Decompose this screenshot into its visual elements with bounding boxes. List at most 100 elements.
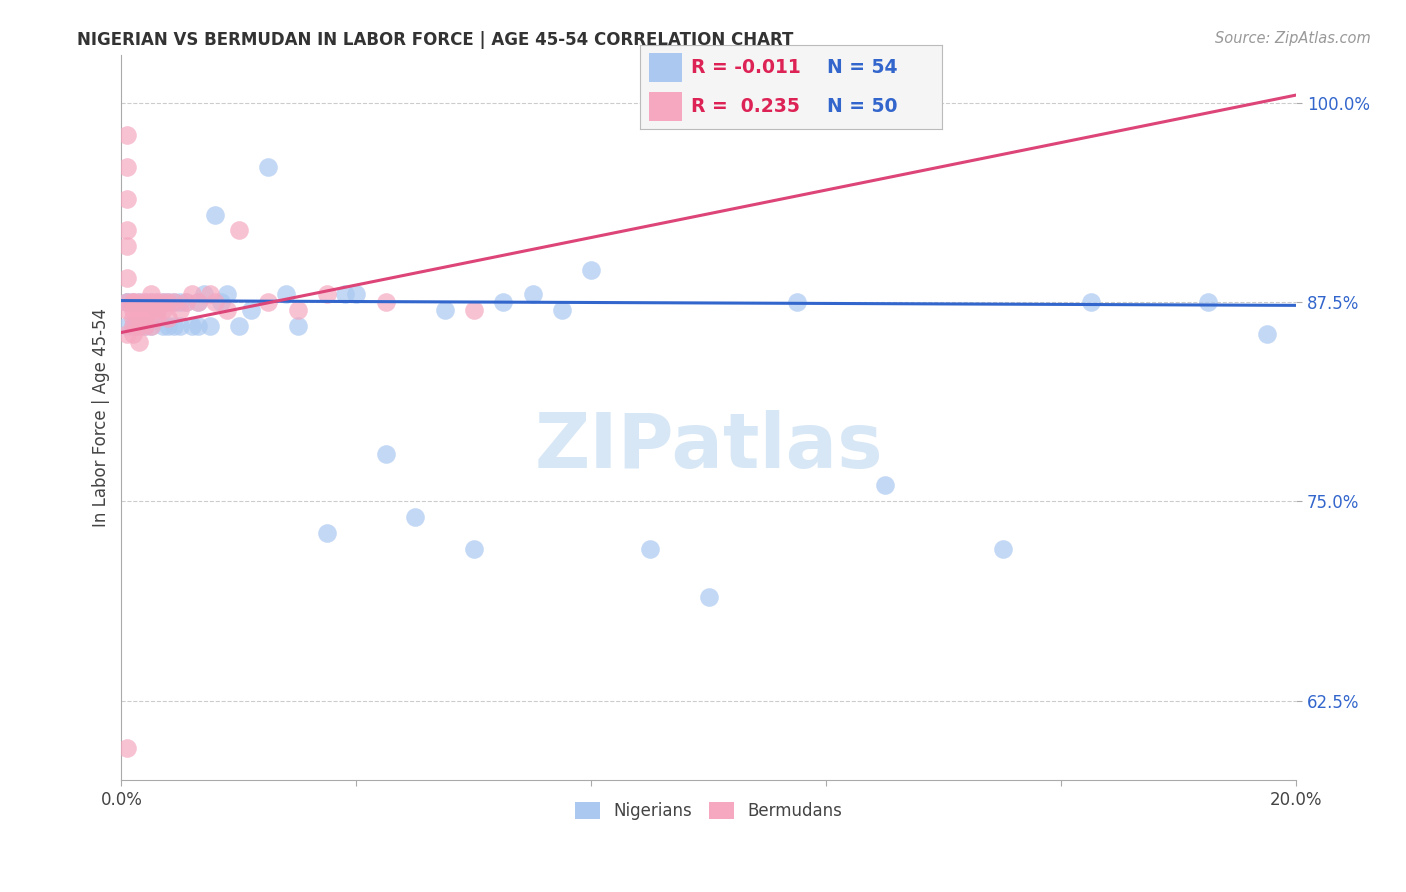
Point: [145, 303, 167, 318]
Point: [117, 295, 139, 310]
Point: [117, 271, 139, 285]
Point: [128, 303, 150, 318]
Point: [152, 295, 174, 310]
Point: [139, 295, 162, 310]
Point: [492, 295, 515, 310]
Point: [117, 326, 139, 341]
Point: [139, 319, 162, 334]
Point: [581, 263, 603, 277]
Point: [117, 223, 139, 237]
Point: [152, 303, 174, 318]
Point: [157, 295, 180, 310]
Point: [122, 326, 145, 341]
Point: [157, 311, 180, 326]
Point: [134, 319, 156, 334]
Point: [163, 295, 186, 310]
Point: [433, 303, 456, 318]
Point: [187, 295, 209, 310]
Point: [697, 590, 720, 604]
Point: [122, 295, 145, 310]
Point: [122, 319, 145, 334]
Point: [128, 311, 150, 326]
Point: [145, 303, 167, 318]
Point: [193, 287, 215, 301]
Text: R =  0.235: R = 0.235: [692, 97, 800, 116]
Point: [274, 287, 297, 301]
Text: N = 50: N = 50: [827, 97, 897, 116]
Point: [145, 295, 167, 310]
Point: [204, 207, 226, 221]
Point: [128, 334, 150, 349]
Point: [209, 295, 232, 310]
Point: [152, 295, 174, 310]
Point: [991, 542, 1014, 557]
Point: [122, 319, 145, 334]
Point: [134, 303, 156, 318]
Point: [198, 287, 221, 301]
Point: [198, 319, 221, 334]
Point: [117, 295, 139, 310]
Point: [122, 295, 145, 310]
Point: [128, 295, 150, 310]
Point: [122, 303, 145, 318]
Point: [404, 510, 426, 524]
Point: [551, 303, 574, 318]
Point: [117, 741, 139, 756]
Point: [346, 287, 368, 301]
Point: [134, 319, 156, 334]
Text: NIGERIAN VS BERMUDAN IN LABOR FORCE | AGE 45-54 CORRELATION CHART: NIGERIAN VS BERMUDAN IN LABOR FORCE | AG…: [77, 31, 794, 49]
Point: [374, 295, 396, 310]
Point: [217, 303, 239, 318]
Point: [181, 287, 204, 301]
Text: R = -0.011: R = -0.011: [692, 58, 801, 77]
Point: [139, 287, 162, 301]
Point: [638, 542, 661, 557]
Point: [117, 303, 139, 318]
Point: [145, 295, 167, 310]
Point: [463, 542, 485, 557]
Point: [187, 319, 209, 334]
Point: [1256, 326, 1278, 341]
Text: Source: ZipAtlas.com: Source: ZipAtlas.com: [1215, 31, 1371, 46]
Point: [145, 311, 167, 326]
Point: [187, 295, 209, 310]
Point: [287, 319, 309, 334]
Point: [875, 478, 897, 492]
Point: [316, 526, 339, 541]
Y-axis label: In Labor Force | Age 45-54: In Labor Force | Age 45-54: [93, 309, 110, 527]
Point: [117, 128, 139, 142]
Text: ZIPatlas: ZIPatlas: [534, 409, 883, 483]
Point: [163, 295, 186, 310]
Point: [174, 295, 197, 310]
Point: [174, 295, 197, 310]
Point: [122, 311, 145, 326]
Point: [157, 319, 180, 334]
Point: [1080, 295, 1102, 310]
Point: [228, 319, 250, 334]
Point: [786, 295, 808, 310]
Point: [217, 287, 239, 301]
Point: [316, 287, 339, 301]
Point: [374, 446, 396, 460]
Point: [1197, 295, 1219, 310]
Point: [134, 295, 156, 310]
Point: [169, 295, 191, 310]
Point: [239, 303, 262, 318]
Text: N = 54: N = 54: [827, 58, 897, 77]
Point: [287, 303, 309, 318]
Point: [257, 295, 280, 310]
Point: [139, 303, 162, 318]
Point: [128, 295, 150, 310]
FancyBboxPatch shape: [648, 54, 682, 82]
Point: [117, 319, 139, 334]
Point: [163, 319, 186, 334]
Point: [117, 160, 139, 174]
Point: [463, 303, 485, 318]
Point: [139, 319, 162, 334]
Point: [117, 295, 139, 310]
Point: [169, 319, 191, 334]
Point: [152, 319, 174, 334]
Point: [117, 239, 139, 253]
Point: [134, 295, 156, 310]
Point: [128, 319, 150, 334]
